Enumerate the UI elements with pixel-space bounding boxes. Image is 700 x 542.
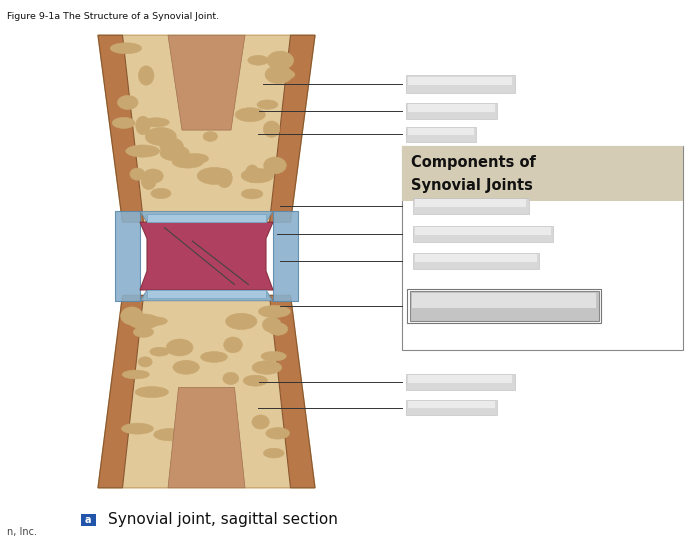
Ellipse shape: [257, 100, 278, 109]
Ellipse shape: [264, 157, 286, 174]
Text: n, Inc.: n, Inc.: [7, 527, 37, 537]
Bar: [408, 128, 474, 135]
Bar: [413, 198, 528, 214]
Polygon shape: [273, 211, 298, 301]
Ellipse shape: [263, 448, 284, 458]
Polygon shape: [168, 388, 245, 488]
Ellipse shape: [118, 95, 138, 109]
Polygon shape: [98, 295, 144, 488]
Ellipse shape: [235, 108, 265, 122]
Bar: [408, 76, 512, 85]
Ellipse shape: [248, 55, 269, 65]
Ellipse shape: [154, 428, 187, 441]
Bar: [412, 293, 596, 308]
Polygon shape: [140, 211, 273, 222]
Bar: [410, 292, 598, 321]
Polygon shape: [140, 290, 273, 301]
Ellipse shape: [160, 138, 183, 155]
Polygon shape: [98, 295, 315, 488]
Bar: [406, 400, 497, 415]
Bar: [406, 103, 497, 119]
Ellipse shape: [151, 188, 171, 199]
Bar: [408, 104, 495, 112]
Ellipse shape: [126, 145, 160, 157]
Bar: [415, 254, 537, 262]
Ellipse shape: [138, 357, 152, 367]
Ellipse shape: [217, 169, 232, 188]
Ellipse shape: [258, 305, 290, 318]
Text: Synovial joint, sagittal section: Synovial joint, sagittal section: [108, 512, 338, 527]
Ellipse shape: [135, 386, 169, 398]
Text: a: a: [85, 515, 92, 525]
Ellipse shape: [160, 145, 190, 161]
Ellipse shape: [224, 337, 242, 353]
Ellipse shape: [223, 372, 239, 384]
Polygon shape: [98, 35, 315, 222]
Polygon shape: [116, 211, 140, 301]
Ellipse shape: [243, 375, 267, 386]
Ellipse shape: [265, 66, 293, 83]
Ellipse shape: [141, 172, 156, 190]
Ellipse shape: [166, 339, 193, 356]
Ellipse shape: [268, 323, 288, 335]
Polygon shape: [147, 214, 266, 222]
Ellipse shape: [201, 352, 228, 363]
Ellipse shape: [145, 127, 176, 145]
Bar: [407, 289, 601, 323]
Polygon shape: [168, 35, 245, 130]
Bar: [415, 199, 526, 207]
Ellipse shape: [150, 347, 169, 356]
Ellipse shape: [203, 132, 218, 141]
Ellipse shape: [122, 370, 149, 379]
Text: Figure 9-1a The Structure of a Synovial Joint.: Figure 9-1a The Structure of a Synovial …: [7, 12, 219, 21]
Ellipse shape: [266, 428, 290, 439]
Text: Components of: Components of: [411, 155, 536, 170]
Ellipse shape: [245, 165, 259, 183]
Bar: [402, 146, 682, 350]
Ellipse shape: [143, 169, 163, 183]
Ellipse shape: [136, 116, 150, 135]
Ellipse shape: [112, 118, 135, 128]
Ellipse shape: [181, 153, 209, 164]
Ellipse shape: [197, 167, 232, 184]
Ellipse shape: [261, 351, 286, 361]
Bar: [415, 227, 551, 235]
Ellipse shape: [262, 317, 281, 332]
Ellipse shape: [141, 317, 167, 326]
Bar: [406, 374, 514, 390]
Ellipse shape: [122, 423, 153, 434]
Ellipse shape: [252, 361, 281, 375]
Bar: [406, 75, 514, 93]
Polygon shape: [270, 295, 315, 488]
Text: Synovial Joints: Synovial Joints: [411, 178, 533, 193]
Bar: [402, 146, 682, 201]
Bar: [413, 253, 539, 269]
Ellipse shape: [173, 360, 200, 374]
Ellipse shape: [128, 314, 160, 329]
Ellipse shape: [241, 189, 262, 199]
Bar: [408, 375, 512, 383]
Bar: [406, 127, 476, 142]
Polygon shape: [147, 290, 266, 298]
Ellipse shape: [143, 118, 169, 127]
Ellipse shape: [263, 121, 280, 137]
Ellipse shape: [120, 307, 143, 325]
Ellipse shape: [172, 156, 204, 168]
Ellipse shape: [130, 168, 145, 180]
Ellipse shape: [241, 169, 274, 183]
Ellipse shape: [252, 415, 270, 429]
Polygon shape: [270, 35, 315, 222]
Polygon shape: [140, 222, 273, 290]
Bar: [80, 514, 96, 526]
Bar: [413, 226, 553, 242]
Ellipse shape: [267, 51, 293, 70]
Ellipse shape: [110, 43, 141, 54]
Ellipse shape: [133, 327, 153, 337]
Bar: [408, 401, 495, 408]
Ellipse shape: [225, 313, 257, 330]
Ellipse shape: [139, 66, 154, 85]
Ellipse shape: [274, 70, 295, 79]
Polygon shape: [98, 35, 144, 222]
